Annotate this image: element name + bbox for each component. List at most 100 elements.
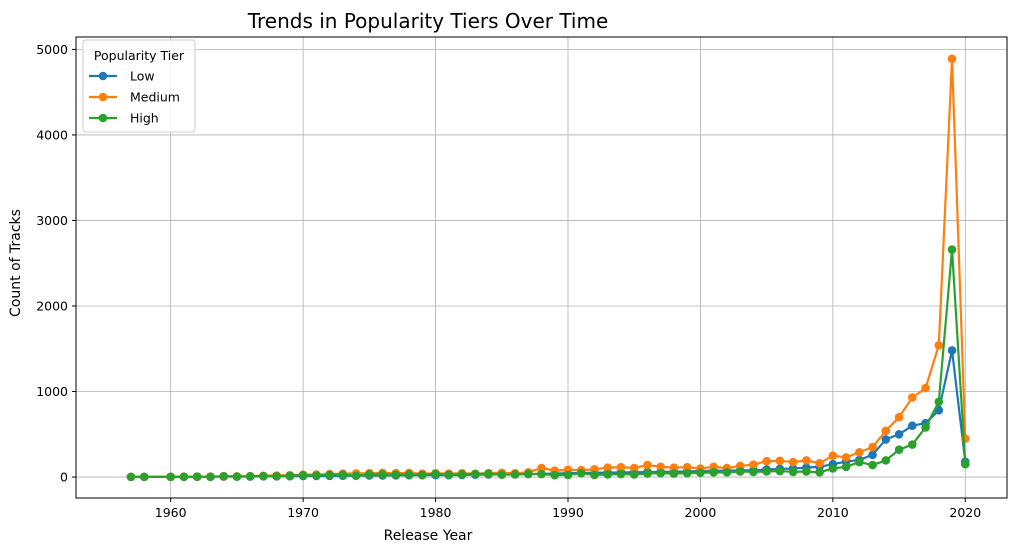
data-point-high xyxy=(656,468,665,478)
data-point-high xyxy=(563,470,573,480)
data-point-high xyxy=(378,470,387,479)
data-point-high xyxy=(259,471,268,481)
data-point-medium xyxy=(868,442,877,452)
data-point-high xyxy=(775,466,785,476)
legend-item-medium: Medium xyxy=(89,90,180,105)
data-point-high xyxy=(510,470,520,479)
data-point-medium xyxy=(762,456,771,466)
data-point-high xyxy=(643,469,652,478)
data-point-high xyxy=(338,470,348,479)
data-point-medium xyxy=(643,460,652,470)
data-point-high xyxy=(192,472,202,482)
data-point-medium xyxy=(881,426,891,436)
data-point-high xyxy=(709,468,718,477)
data-point-high xyxy=(470,469,480,479)
data-point-medium xyxy=(828,451,838,460)
legend-label-medium: Medium xyxy=(130,90,180,105)
series-high xyxy=(126,245,970,482)
plot-frame xyxy=(75,36,1008,499)
data-point-high xyxy=(391,470,401,479)
grid xyxy=(76,37,1007,498)
data-point-high xyxy=(815,468,824,477)
legend-label-low: Low xyxy=(130,69,155,84)
data-point-high xyxy=(404,470,414,479)
data-point-high xyxy=(484,469,493,478)
data-point-high xyxy=(828,464,838,473)
data-point-medium xyxy=(855,447,864,457)
data-point-high xyxy=(497,470,507,479)
data-point-high xyxy=(550,470,560,480)
data-point-high xyxy=(735,467,745,476)
data-point-high xyxy=(365,470,374,479)
data-point-high xyxy=(934,397,944,407)
legend-label-high: High xyxy=(130,111,159,126)
data-point-high xyxy=(841,462,851,472)
data-point-high xyxy=(921,423,930,432)
data-point-medium xyxy=(603,463,613,472)
data-point-high xyxy=(749,467,758,477)
data-point-medium xyxy=(894,412,904,422)
data-point-low xyxy=(947,346,957,355)
legend-item-low: Low xyxy=(89,69,155,84)
y-tick-label: 2000 xyxy=(36,298,68,313)
data-point-high xyxy=(855,457,864,467)
data-point-high xyxy=(960,459,970,469)
data-point-high xyxy=(537,469,546,479)
legend-marker-low xyxy=(98,71,108,81)
data-point-medium xyxy=(815,459,824,468)
series-line-low xyxy=(130,349,967,478)
data-point-high xyxy=(166,472,175,482)
data-point-medium xyxy=(908,393,917,402)
data-point-high xyxy=(881,456,891,465)
x-tick-label: 1990 xyxy=(552,505,584,520)
series-line-high xyxy=(130,248,967,478)
data-point-medium xyxy=(788,457,798,467)
data-point-high xyxy=(802,467,811,476)
data-point-high xyxy=(762,467,771,476)
data-point-high xyxy=(603,470,613,479)
x-tick-label: 1980 xyxy=(420,505,452,520)
data-point-low xyxy=(881,435,891,444)
data-point-medium xyxy=(749,460,758,469)
data-point-high xyxy=(285,471,295,481)
data-point-medium xyxy=(616,462,626,472)
data-point-high xyxy=(431,469,440,479)
legend-entries: Low Medium High xyxy=(89,69,180,126)
data-point-low xyxy=(908,421,917,431)
data-point-high xyxy=(457,470,467,479)
legend-marker-high xyxy=(98,113,108,123)
data-point-high xyxy=(206,472,215,482)
data-point-low xyxy=(868,450,877,460)
data-point-high xyxy=(947,245,957,254)
data-point-high xyxy=(669,469,679,478)
legend-marker-medium xyxy=(98,92,108,102)
data-point-high xyxy=(868,460,877,470)
data-point-high xyxy=(722,468,732,477)
data-point-high xyxy=(139,472,149,482)
data-point-high xyxy=(126,472,136,482)
y-tick-label: 0 xyxy=(60,470,68,485)
x-axis-ticks: 1960 1970 1980 1990 2000 2010 2020 xyxy=(155,498,981,520)
data-point-high xyxy=(908,440,917,449)
data-point-medium xyxy=(629,463,639,473)
x-axis-label: Release Year xyxy=(384,528,473,544)
data-point-high xyxy=(272,471,281,481)
data-point-high xyxy=(325,470,334,480)
data-point-medium xyxy=(947,54,957,64)
y-tick-label: 1000 xyxy=(36,384,68,399)
legend-title: Popularity Tier xyxy=(94,48,185,63)
data-point-high xyxy=(351,471,361,481)
data-point-high xyxy=(245,472,255,481)
y-tick-label: 4000 xyxy=(36,127,68,142)
y-tick-label: 5000 xyxy=(36,42,68,57)
x-tick-label: 1970 xyxy=(287,505,319,520)
data-point-medium xyxy=(669,463,679,472)
x-tick-label: 1960 xyxy=(155,505,187,520)
x-tick-label: 2020 xyxy=(949,505,981,520)
series-medium xyxy=(126,54,970,482)
x-tick-label: 2010 xyxy=(817,505,849,520)
data-point-high xyxy=(444,470,454,479)
x-tick-label: 2000 xyxy=(685,505,717,520)
series-line-medium xyxy=(130,57,967,478)
